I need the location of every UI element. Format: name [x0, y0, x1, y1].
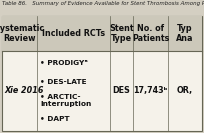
Text: 17,743ᵇ: 17,743ᵇ: [133, 86, 168, 95]
Text: Table 86.   Summary of Evidence Available for Stent Thrombosis Among Patients Wi: Table 86. Summary of Evidence Available …: [2, 1, 204, 7]
Text: DES: DES: [113, 86, 130, 95]
Text: Systematic
Review: Systematic Review: [0, 24, 44, 43]
Bar: [2, 16, 202, 131]
Text: OR,: OR,: [177, 86, 193, 95]
Text: • DES-LATE: • DES-LATE: [40, 78, 87, 84]
Text: Xie 2016: Xie 2016: [4, 86, 43, 95]
Text: • DAPT: • DAPT: [40, 116, 70, 122]
Text: No. of
Patients: No. of Patients: [132, 24, 169, 43]
Text: Included RCTs: Included RCTs: [42, 29, 105, 38]
Text: Typ
Ana: Typ Ana: [176, 24, 194, 43]
Text: Stent
Type: Stent Type: [109, 24, 134, 43]
Text: • PRODIGYᵃ: • PRODIGYᵃ: [40, 60, 88, 66]
Bar: [0, 0, 204, 15]
Bar: [2, 16, 202, 51]
Text: • ARCTIC-
Interruption: • ARCTIC- Interruption: [40, 94, 91, 107]
